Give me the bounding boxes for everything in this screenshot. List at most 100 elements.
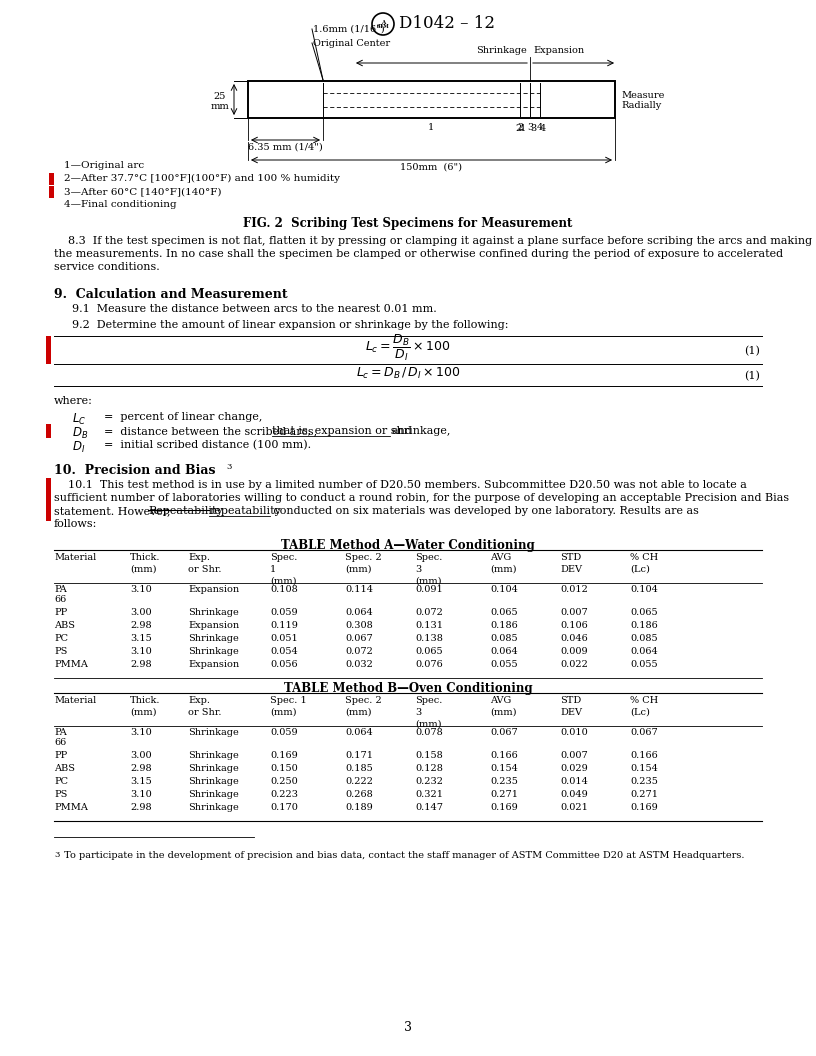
Text: Shrinkage: Shrinkage (188, 763, 239, 773)
Text: Shrinkage: Shrinkage (477, 46, 527, 55)
Text: 0.065: 0.065 (630, 608, 658, 617)
Text: 0.091: 0.091 (415, 585, 443, 593)
Text: 8.3  If the test specimen is not flat, flatten it by pressing or clamping it aga: 8.3 If the test specimen is not flat, fl… (54, 235, 812, 246)
Text: 0.235: 0.235 (490, 777, 518, 786)
Text: Repeatability: Repeatability (148, 506, 223, 516)
Text: % CH
(Lc): % CH (Lc) (630, 553, 659, 573)
Text: 0.154: 0.154 (490, 763, 518, 773)
Text: 0.169: 0.169 (270, 751, 298, 760)
Text: 4: 4 (540, 124, 546, 133)
Text: PMMA: PMMA (54, 803, 88, 812)
Text: 0.065: 0.065 (415, 647, 442, 656)
Bar (248, 81, 615, 118)
Text: 0.271: 0.271 (490, 790, 518, 799)
Text: 9.2  Determine the amount of linear expansion or shrinkage by the following:: 9.2 Determine the amount of linear expan… (72, 320, 508, 329)
Text: 0.055: 0.055 (630, 660, 658, 670)
Text: 0.158: 0.158 (415, 751, 443, 760)
Text: where:: where: (54, 396, 93, 406)
Text: $D_I$: $D_I$ (72, 440, 85, 455)
Text: 0.223: 0.223 (270, 790, 298, 799)
Text: 25: 25 (214, 92, 226, 101)
Bar (46, 478, 51, 521)
Text: =  distance between the scribed arcs,: = distance between the scribed arcs, (104, 426, 317, 436)
Text: 0.012: 0.012 (560, 585, 588, 593)
Text: 3.15: 3.15 (130, 634, 152, 643)
Text: Shrinkage: Shrinkage (188, 647, 239, 656)
Text: Spec. 1
(mm): Spec. 1 (mm) (270, 696, 307, 717)
Text: 0.046: 0.046 (560, 634, 588, 643)
Bar (49, 186, 54, 199)
Text: Expansion: Expansion (188, 660, 239, 670)
Text: 0.067: 0.067 (490, 728, 517, 737)
Text: 0.104: 0.104 (490, 585, 518, 593)
Text: Shrinkage: Shrinkage (188, 777, 239, 786)
Text: 0.007: 0.007 (560, 751, 588, 760)
Text: 0.059: 0.059 (270, 728, 298, 737)
Text: Shrinkage: Shrinkage (188, 790, 239, 799)
Text: 0.051: 0.051 (270, 634, 298, 643)
Text: 3.10: 3.10 (130, 728, 152, 737)
Text: 0.222: 0.222 (345, 777, 373, 786)
Text: 0.185: 0.185 (345, 763, 373, 773)
Text: 0.104: 0.104 (630, 585, 658, 593)
Text: 0.032: 0.032 (345, 660, 373, 670)
Text: 0.067: 0.067 (630, 728, 658, 737)
Text: conducted on six materials was developed by one laboratory. Results are as: conducted on six materials was developed… (270, 506, 699, 516)
Text: repeatability: repeatability (209, 506, 281, 516)
Text: 66: 66 (54, 738, 66, 747)
Text: follows:: follows: (54, 518, 97, 529)
Text: PC: PC (54, 777, 68, 786)
Text: 0.067: 0.067 (345, 634, 373, 643)
Text: 0.056: 0.056 (270, 660, 298, 670)
Text: 0.007: 0.007 (560, 608, 588, 617)
Text: (1): (1) (744, 346, 760, 356)
Text: Spec. 2
(mm): Spec. 2 (mm) (345, 696, 382, 717)
Text: 0.169: 0.169 (490, 803, 517, 812)
Text: 1: 1 (520, 124, 526, 133)
Text: 2.98: 2.98 (130, 803, 152, 812)
Text: Original Center: Original Center (313, 38, 390, 48)
Text: 0.064: 0.064 (345, 608, 373, 617)
Text: 0.065: 0.065 (490, 608, 517, 617)
Text: 3.00: 3.00 (130, 608, 152, 617)
Text: 2.98: 2.98 (130, 660, 152, 670)
Text: 0.054: 0.054 (270, 647, 298, 656)
Text: 0.189: 0.189 (345, 803, 373, 812)
Text: Expansion: Expansion (188, 621, 239, 630)
Text: 0.106: 0.106 (560, 621, 588, 630)
Text: 2.98: 2.98 (130, 621, 152, 630)
Text: 0.154: 0.154 (630, 763, 658, 773)
Text: 0.186: 0.186 (630, 621, 658, 630)
Text: 0.308: 0.308 (345, 621, 373, 630)
Text: 0.169: 0.169 (630, 803, 658, 812)
Text: 3: 3 (404, 1021, 412, 1034)
Text: TABLE Method B—Oven Conditioning: TABLE Method B—Oven Conditioning (284, 682, 532, 695)
Text: that is, expansion or shrinkage,: that is, expansion or shrinkage, (272, 426, 450, 436)
Bar (46, 425, 51, 438)
Text: 1—Original arc: 1—Original arc (64, 161, 144, 170)
Text: 150mm  (6"): 150mm (6") (401, 163, 463, 172)
Text: ABS: ABS (54, 621, 75, 630)
Text: 3: 3 (527, 122, 533, 132)
Text: 9.1  Measure the distance between arcs to the nearest 0.01 mm.: 9.1 Measure the distance between arcs to… (72, 304, 437, 314)
Text: Measure: Measure (621, 91, 664, 100)
Text: 2: 2 (515, 124, 521, 133)
Text: AVG
(mm): AVG (mm) (490, 696, 517, 717)
Text: 0.085: 0.085 (630, 634, 658, 643)
Text: 4—Final conditioning: 4—Final conditioning (64, 200, 176, 209)
Text: 0.009: 0.009 (560, 647, 588, 656)
Text: 0.049: 0.049 (560, 790, 588, 799)
Text: Shrinkage: Shrinkage (188, 751, 239, 760)
Text: 1.6mm (1/16"): 1.6mm (1/16") (313, 24, 384, 34)
Text: 0.147: 0.147 (415, 803, 443, 812)
Text: 6.35 mm (1/4"): 6.35 mm (1/4") (248, 143, 323, 152)
Text: 0.131: 0.131 (415, 621, 443, 630)
Text: =  percent of linear change,: = percent of linear change, (104, 412, 263, 422)
Text: Spec.
3
(mm): Spec. 3 (mm) (415, 696, 442, 729)
Text: STD
DEV: STD DEV (560, 553, 582, 573)
Text: TABLE Method A—Water Conditioning: TABLE Method A—Water Conditioning (282, 539, 534, 552)
Text: Spec.
3
(mm): Spec. 3 (mm) (415, 553, 442, 586)
Text: Thick.
(mm): Thick. (mm) (130, 696, 161, 717)
Text: Spec. 2
(mm): Spec. 2 (mm) (345, 553, 382, 573)
Text: $D_B$: $D_B$ (72, 426, 88, 441)
